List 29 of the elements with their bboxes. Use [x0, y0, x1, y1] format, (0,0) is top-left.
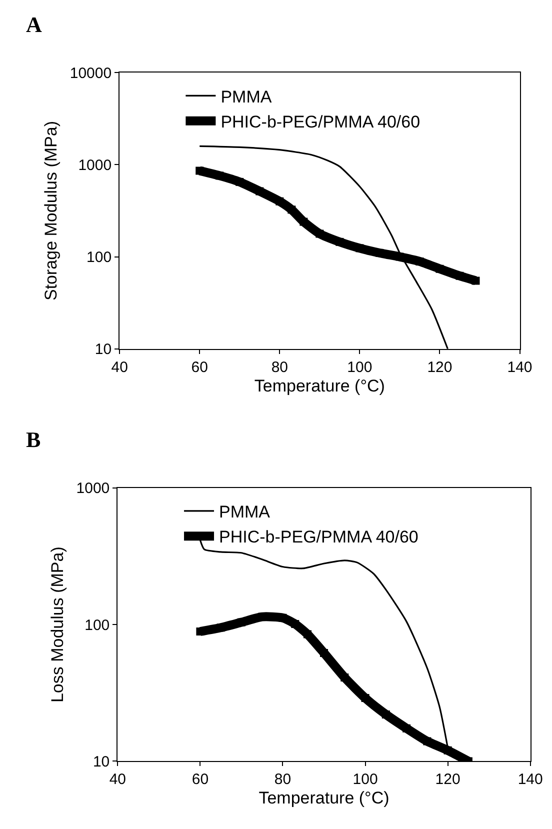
y-tick-label: 1000	[78, 156, 112, 174]
y-tick-label: 100	[84, 616, 110, 634]
y-tick-label: 10	[94, 341, 112, 358]
x-tick-label: 80	[271, 358, 288, 376]
legend-label: PHIC-b-PEG/PMMA 40/60	[219, 528, 418, 547]
x-tick-label: 40	[109, 771, 126, 788]
chart-title: B	[26, 427, 41, 452]
x-tick-label: 140	[518, 771, 543, 788]
y-tick-label: 100	[86, 249, 112, 266]
x-tick-label: 60	[192, 771, 209, 788]
chart-title: A	[26, 12, 42, 37]
x-tick-label: 40	[111, 358, 128, 376]
x-axis-title: Temperature (°C)	[258, 788, 390, 808]
y-axis-title: Storage Modulus (MPa)	[41, 120, 60, 301]
x-tick-label: 80	[274, 771, 292, 788]
x-tick-label: 100	[352, 771, 378, 788]
legend-label: PHIC-b-PEG/PMMA 40/60	[220, 112, 420, 132]
x-tick-label: 120	[435, 771, 460, 788]
legend-label: PMMA	[220, 87, 272, 106]
y-tick-label: 10000	[70, 64, 112, 82]
y-axis-title: Loss Modulus (MPa)	[48, 546, 67, 703]
x-tick-label: 140	[507, 358, 532, 376]
y-tick-label: 10	[92, 753, 110, 770]
x-tick-label: 60	[191, 358, 208, 376]
x-axis-title: Temperature (°C)	[254, 376, 385, 396]
legend-label: PMMA	[219, 502, 271, 522]
x-tick-label: 100	[347, 358, 372, 376]
x-tick-label: 120	[427, 358, 452, 376]
y-tick-label: 1000	[76, 480, 110, 498]
